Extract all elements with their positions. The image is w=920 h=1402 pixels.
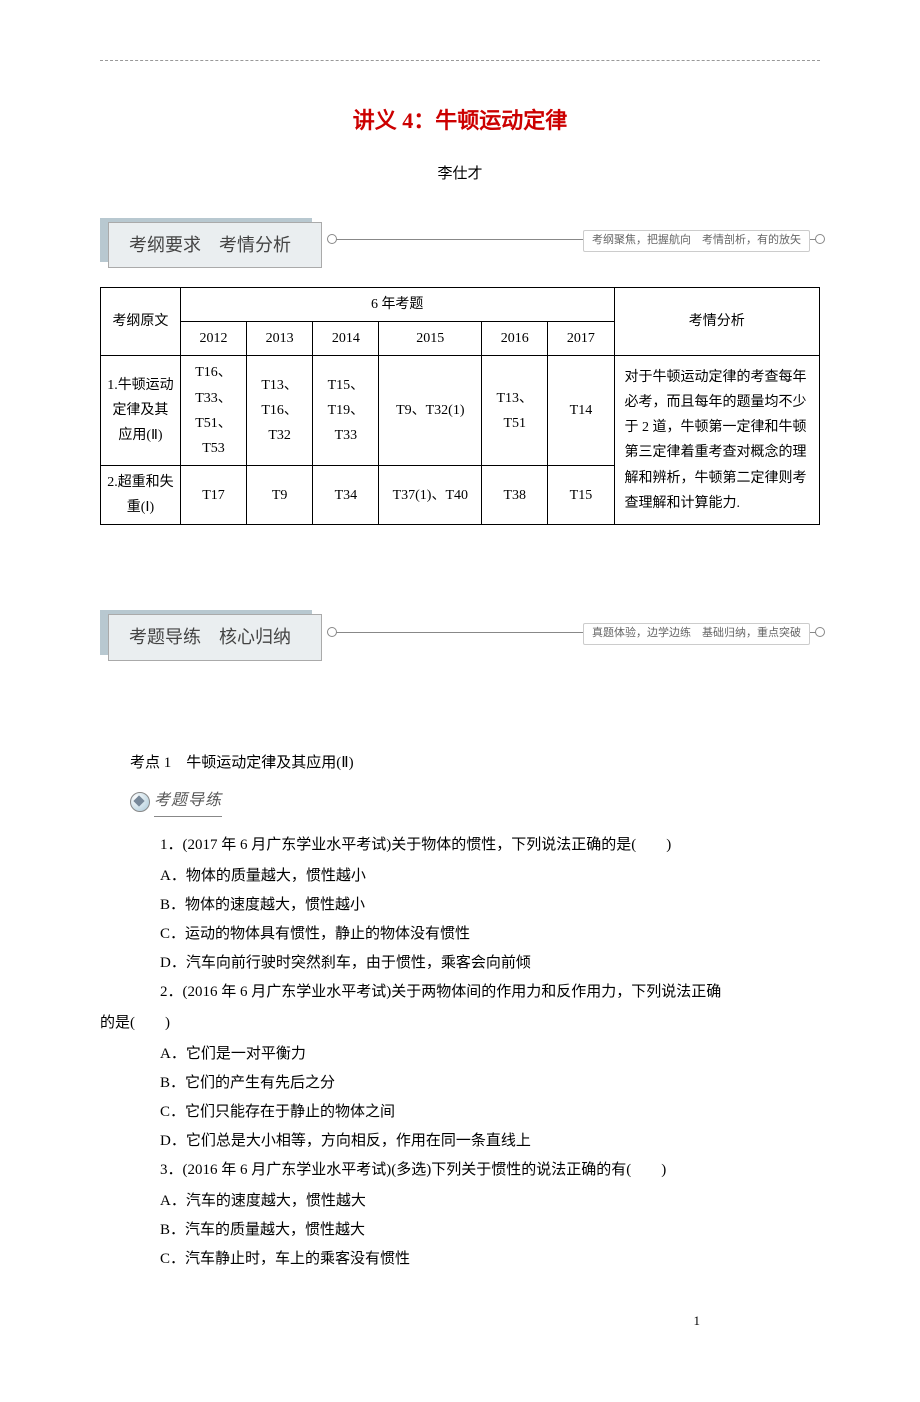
banner-box: 考题导练 核心归纳 考题导练 核心归纳	[100, 610, 312, 654]
pencil-icon	[130, 792, 150, 812]
subsection-label: 考题导练	[130, 787, 820, 817]
table-header-row: 考纲原文 6 年考题 考情分析	[101, 287, 820, 321]
question-option: A．物体的质量越大，惯性越小	[100, 863, 820, 890]
header-questions: 6 年考题	[180, 287, 614, 321]
year-cell: 2014	[313, 322, 379, 356]
question-option: C．汽车静止时，车上的乘客没有惯性	[100, 1246, 820, 1273]
question-option: A．汽车的速度越大，惯性越大	[100, 1188, 820, 1215]
question-stem: 1．(2017 年 6 月广东学业水平考试)关于物体的惯性，下列说法正确的是( …	[100, 832, 820, 859]
data-cell: T9、T32(1)	[379, 356, 482, 466]
banner-front: 考纲要求 考情分析	[108, 222, 322, 268]
banner-subtitle: 考纲聚焦，把握航向 考情剖析，有的放矢	[583, 230, 810, 252]
table-row: 1.牛顿运动定律及其应用(Ⅱ) T16、T33、T51、T53 T13、T16、…	[101, 356, 820, 466]
outline-cell: 1.牛顿运动定律及其应用(Ⅱ)	[101, 356, 181, 466]
question-option: C．它们只能存在于静止的物体之间	[100, 1099, 820, 1126]
question-option: D．它们总是大小相等，方向相反，作用在同一条直线上	[100, 1128, 820, 1155]
document-title: 讲义 4：牛顿运动定律	[100, 101, 820, 141]
banner-subtitle: 真题体验，边学边练 基础归纳，重点突破	[583, 623, 810, 645]
data-cell: T37(1)、T40	[379, 466, 482, 525]
question-stem: 3．(2016 年 6 月广东学业水平考试)(多选)下列关于惯性的说法正确的有(…	[100, 1157, 820, 1184]
question-option: A．它们是一对平衡力	[100, 1041, 820, 1068]
question-stem-continuation: 的是( )	[100, 1010, 820, 1037]
question-option: C．运动的物体具有惯性，静止的物体没有惯性	[100, 921, 820, 948]
year-cell: 2017	[548, 322, 614, 356]
header-analysis: 考情分析	[614, 287, 819, 355]
bullet-icon	[815, 627, 825, 637]
author-name: 李仕才	[100, 161, 820, 188]
question-option: B．它们的产生有先后之分	[100, 1070, 820, 1097]
question-stem: 2．(2016 年 6 月广东学业水平考试)关于两物体间的作用力和反作用力，下列…	[100, 979, 820, 1006]
section-banner-requirements: 考纲要求 考情分析 考纲要求 考情分析 考纲聚焦，把握航向 考情剖析，有的放矢	[100, 218, 820, 262]
analysis-cell: 对于牛顿运动定律的考查每年必考，而且每年的题量均不少于 2 道，牛顿第一定律和牛…	[614, 356, 819, 525]
banner-front: 考题导练 核心归纳	[108, 614, 322, 660]
page-number: 1	[694, 1309, 701, 1332]
data-cell: T38	[482, 466, 548, 525]
bullet-icon	[815, 234, 825, 244]
question-option: D．汽车向前行驶时突然刹车，由于惯性，乘客会向前倾	[100, 950, 820, 977]
exam-table: 考纲原文 6 年考题 考情分析 2012 2013 2014 2015 2016…	[100, 287, 820, 526]
banner-line: 考纲聚焦，把握航向 考情剖析，有的放矢	[332, 239, 820, 240]
data-cell: T15	[548, 466, 614, 525]
banner-box: 考纲要求 考情分析 考纲要求 考情分析	[100, 218, 312, 262]
data-cell: T13、T16、T32	[247, 356, 313, 466]
data-cell: T17	[180, 466, 246, 525]
question-option: B．汽车的质量越大，惯性越大	[100, 1217, 820, 1244]
top-divider	[100, 60, 820, 61]
bullet-icon	[327, 627, 337, 637]
data-cell: T15、T19、T33	[313, 356, 379, 466]
data-cell: T9	[247, 466, 313, 525]
outline-cell: 2.超重和失重(Ⅰ)	[101, 466, 181, 525]
data-cell: T34	[313, 466, 379, 525]
page: 讲义 4：牛顿运动定律 李仕才 考纲要求 考情分析 考纲要求 考情分析 考纲聚焦…	[100, 60, 820, 1362]
year-cell: 2013	[247, 322, 313, 356]
year-cell: 2015	[379, 322, 482, 356]
data-cell: T14	[548, 356, 614, 466]
section-banner-practice: 考题导练 核心归纳 考题导练 核心归纳 真题体验，边学边练 基础归纳，重点突破	[100, 610, 820, 654]
banner-line: 真题体验，边学边练 基础归纳，重点突破	[332, 632, 820, 633]
data-cell: T13、T51	[482, 356, 548, 466]
data-cell: T16、T33、T51、T53	[180, 356, 246, 466]
header-outline: 考纲原文	[101, 287, 181, 355]
exam-point-title: 考点 1 牛顿运动定律及其应用(Ⅱ)	[100, 750, 820, 777]
bullet-icon	[327, 234, 337, 244]
question-option: B．物体的速度越大，惯性越小	[100, 892, 820, 919]
subsection-text: 考题导练	[154, 787, 222, 817]
year-cell: 2012	[180, 322, 246, 356]
year-cell: 2016	[482, 322, 548, 356]
